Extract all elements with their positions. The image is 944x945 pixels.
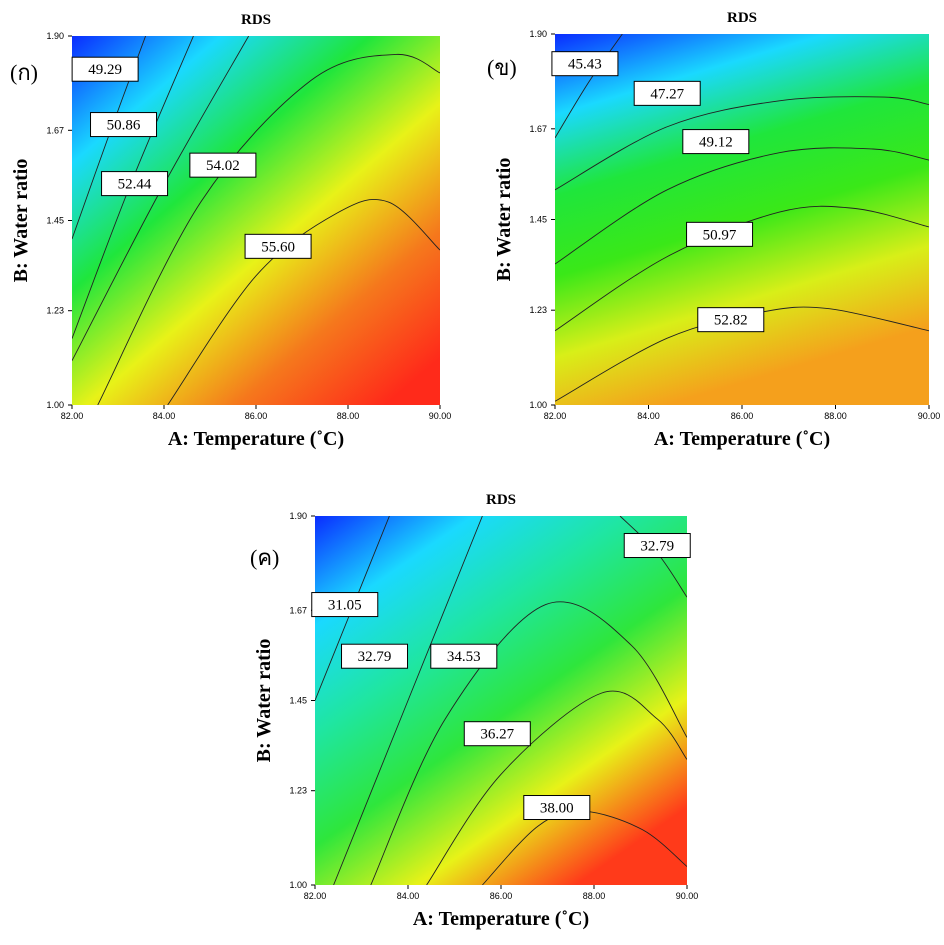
contour-label: 47.27	[650, 86, 684, 102]
panel-label: (ค)	[250, 545, 279, 570]
y-tick-label: 1.45	[46, 216, 64, 226]
y-tick-label: 1.23	[529, 305, 547, 315]
contour-chart: RDS (ก) A: Temperature (˚C) B: Water ratio 8…	[10, 12, 451, 450]
contour-label: 49.29	[88, 62, 122, 78]
panel-label: (ข)	[487, 55, 517, 80]
y-tick-label: 1.45	[529, 215, 547, 225]
contour-label: 32.79	[358, 649, 392, 665]
contour-label: 34.53	[447, 649, 481, 665]
x-tick-label: 84.00	[637, 411, 660, 421]
y-tick-label: 1.67	[46, 125, 64, 135]
x-axis-label: A: Temperature (˚C)	[413, 908, 589, 930]
y-tick-label: 1.00	[46, 400, 64, 410]
contour-chart: RDS (ค) A: Temperature (˚C) B: Water ratio 8…	[250, 492, 698, 930]
y-axis-label: B: Water ratio	[493, 158, 515, 282]
contour-label: 52.44	[118, 177, 152, 193]
plot-area	[315, 516, 687, 885]
y-tick-label: 1.90	[46, 31, 64, 41]
contour-label: 50.86	[107, 118, 141, 134]
x-tick-label: 84.00	[153, 411, 176, 421]
y-tick-label: 1.00	[289, 880, 307, 890]
x-tick-label: 90.00	[676, 891, 699, 901]
x-tick-label: 86.00	[731, 411, 754, 421]
plot-area	[72, 36, 440, 405]
contour-label: 52.82	[714, 313, 748, 329]
y-tick-label: 1.23	[46, 306, 64, 316]
y-tick-label: 1.00	[529, 400, 547, 410]
x-tick-label: 84.00	[397, 891, 420, 901]
y-tick-label: 1.67	[289, 605, 307, 615]
plot-area	[555, 34, 929, 405]
x-tick-label: 88.00	[337, 411, 360, 421]
y-axis-label: B: Water ratio	[253, 639, 275, 763]
x-tick-label: 82.00	[61, 411, 84, 421]
contour-label: 45.43	[568, 57, 602, 73]
x-tick-label: 86.00	[245, 411, 268, 421]
panel-label: (ก)	[10, 60, 38, 85]
chart-title: RDS	[241, 12, 271, 28]
x-axis-label: A: Temperature (˚C)	[654, 428, 830, 450]
x-tick-label: 90.00	[918, 411, 941, 421]
contour-label: 38.00	[540, 801, 574, 817]
y-tick-label: 1.90	[529, 29, 547, 39]
contour-label: 50.97	[703, 227, 737, 243]
x-tick-label: 88.00	[583, 891, 606, 901]
contour-label: 55.60	[261, 239, 295, 255]
contour-chart: RDS (ข) A: Temperature (˚C) B: Water ratio 8…	[487, 10, 940, 450]
y-tick-label: 1.45	[289, 696, 307, 706]
chart-title: RDS	[727, 10, 757, 26]
chart-page: RDS (ก) A: Temperature (˚C) B: Water ratio 8…	[0, 0, 944, 945]
y-tick-label: 1.67	[529, 124, 547, 134]
x-tick-label: 82.00	[544, 411, 567, 421]
contour-label: 49.12	[699, 135, 733, 151]
contour-label: 36.27	[480, 727, 514, 743]
contour-label: 32.79	[640, 539, 674, 555]
x-tick-label: 86.00	[490, 891, 513, 901]
contour-label: 31.05	[328, 598, 362, 614]
x-axis-label: A: Temperature (˚C)	[168, 428, 344, 450]
contour-label: 54.02	[206, 158, 240, 174]
y-tick-label: 1.90	[289, 511, 307, 521]
x-tick-label: 90.00	[429, 411, 452, 421]
x-tick-label: 88.00	[824, 411, 847, 421]
chart-title: RDS	[486, 492, 516, 508]
x-tick-label: 82.00	[304, 891, 327, 901]
y-tick-label: 1.23	[289, 786, 307, 796]
y-axis-label: B: Water ratio	[10, 159, 32, 283]
